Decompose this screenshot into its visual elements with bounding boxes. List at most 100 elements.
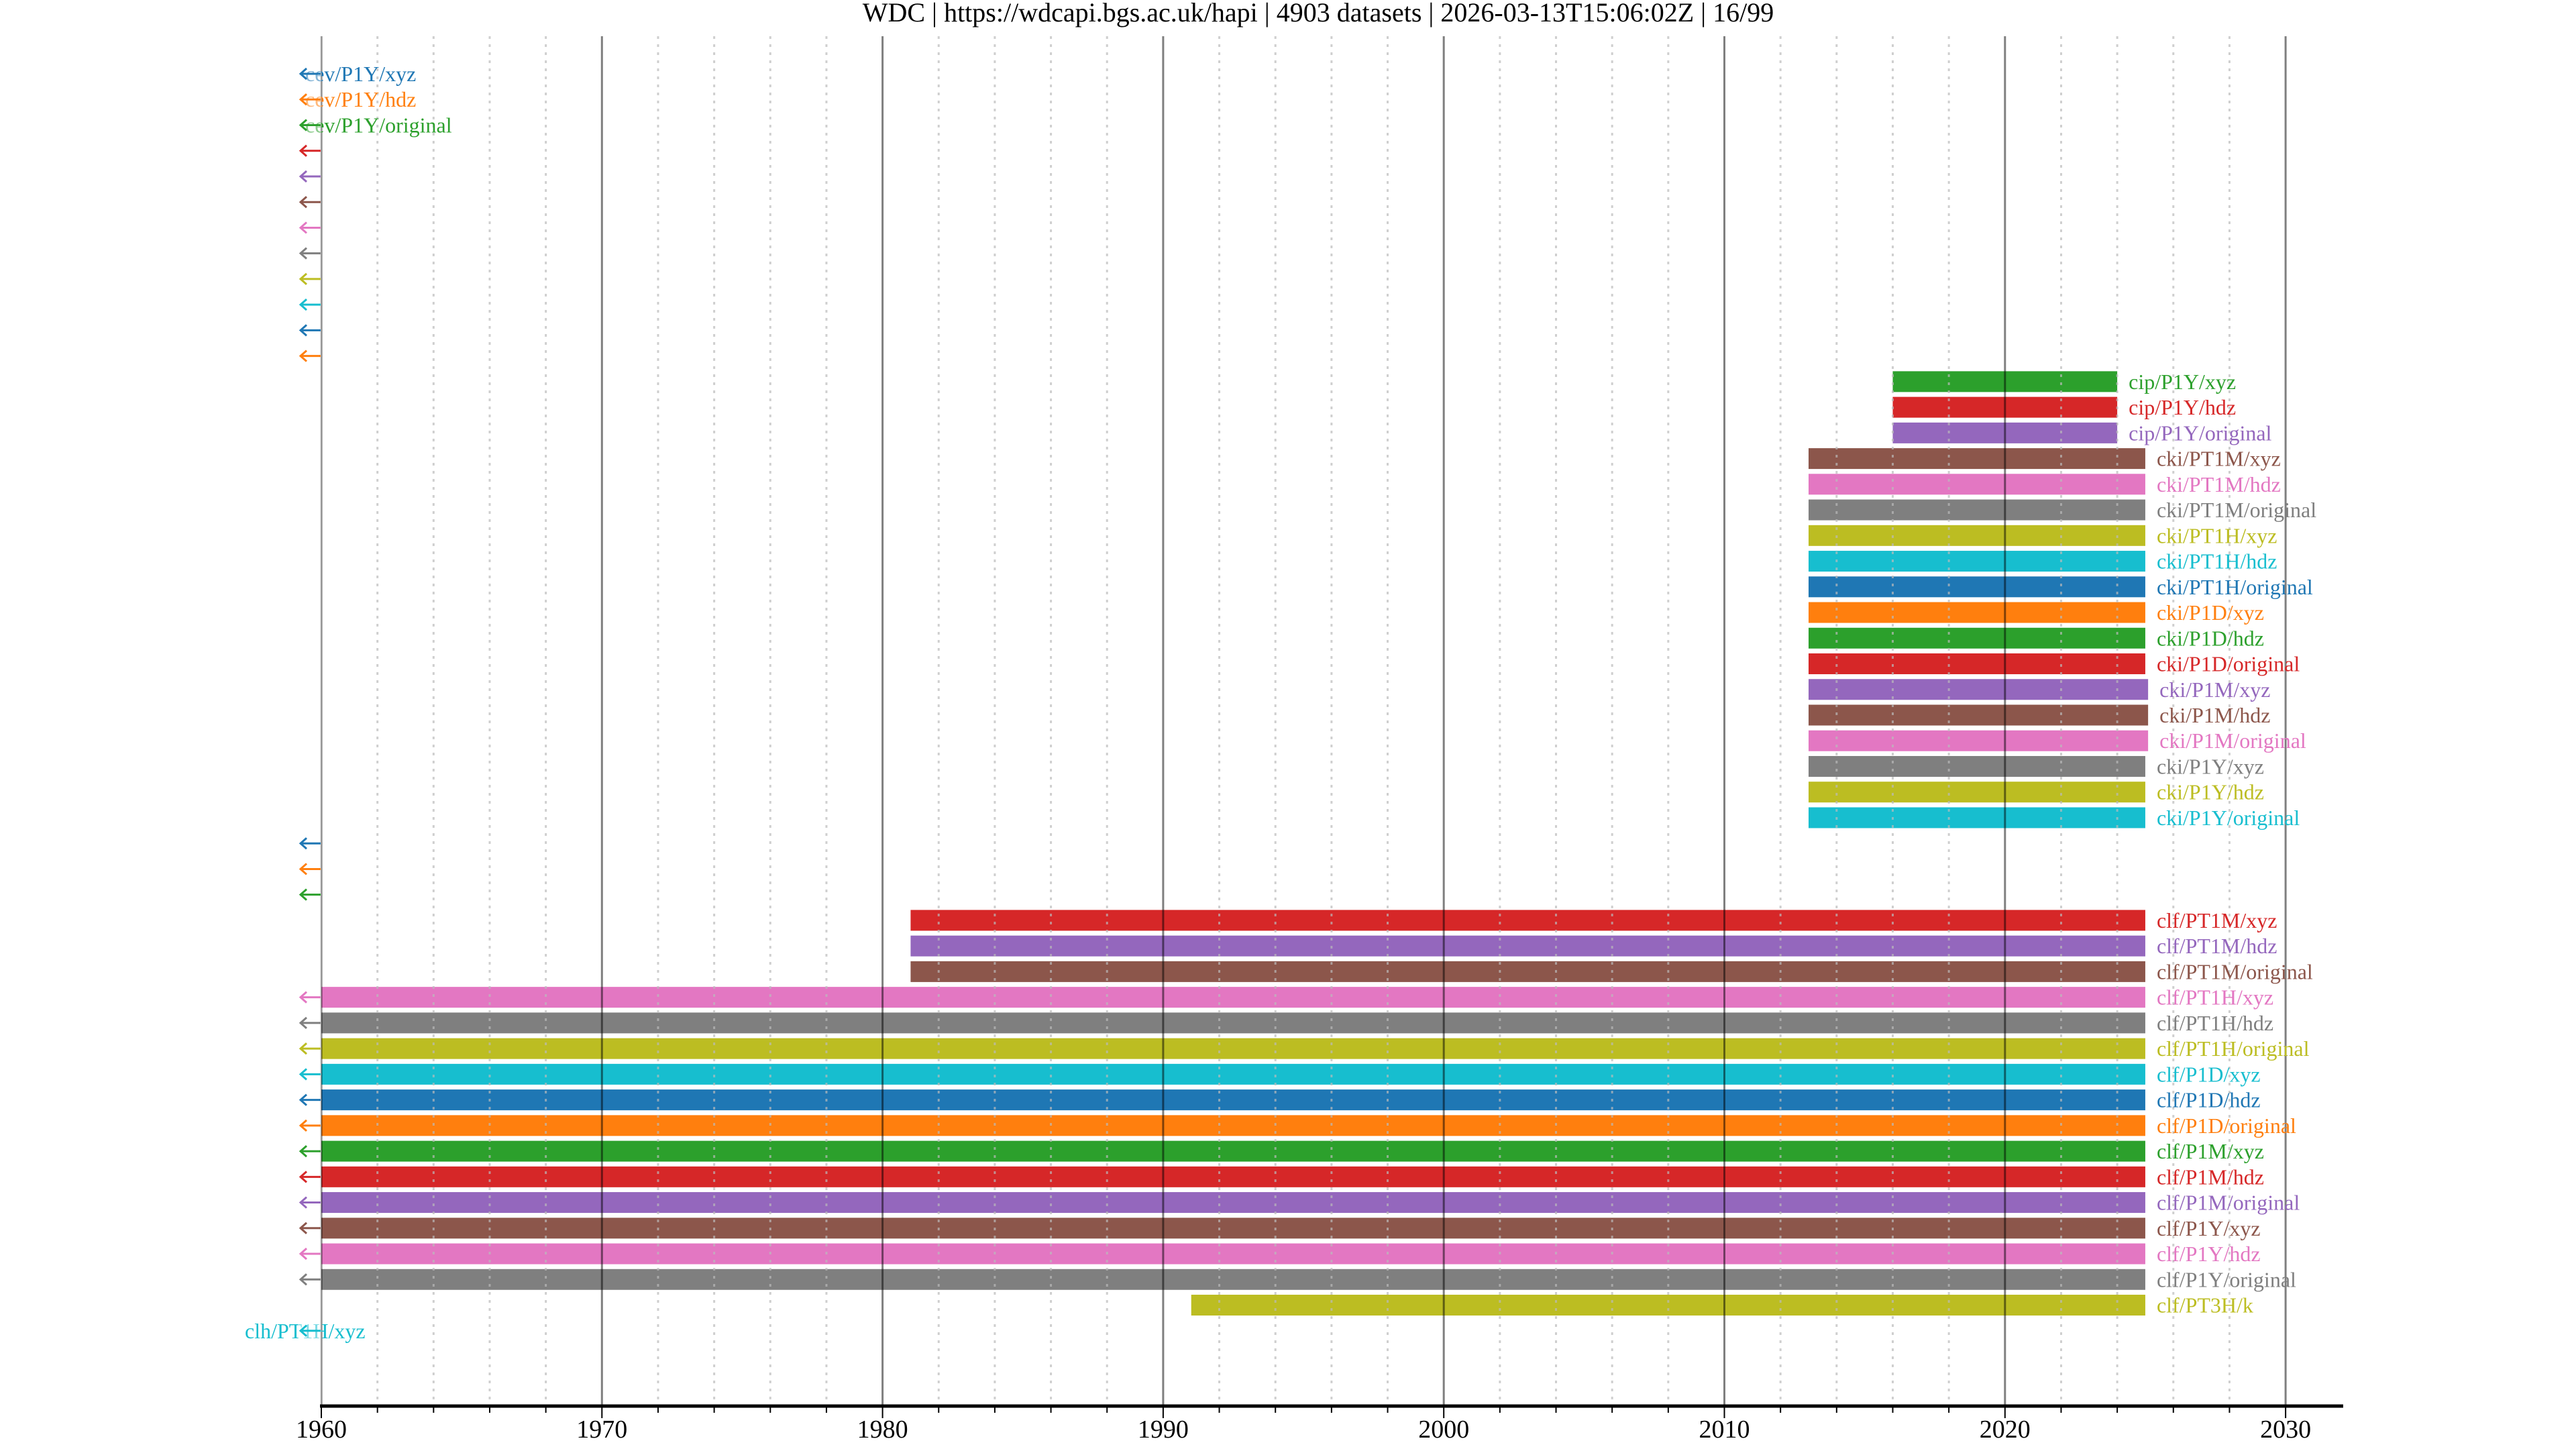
timeline-bar: [321, 1192, 2145, 1214]
gridlines-layer: [320, 36, 2287, 1406]
timeline-bar: [321, 1063, 2145, 1085]
dataset-label: clf/P1Y/hdz: [2157, 1242, 2261, 1266]
left-arrow-icon: [299, 324, 321, 337]
dataset-label: cki/PT1M/hdz: [2157, 472, 2281, 496]
x-tick-label: 1970: [576, 1415, 627, 1444]
chart-title: WDC | https://wdcapi.bgs.ac.uk/hapi | 49…: [863, 0, 1774, 28]
dataset-label: clf/P1M/hdz: [2157, 1165, 2264, 1189]
timeline-bar: [910, 935, 2145, 957]
timeline-bar: [1808, 704, 2149, 726]
left-arrow-icon: [299, 1324, 321, 1337]
timeline-bar: [321, 987, 2145, 1008]
dataset-label: clf/PT1M/hdz: [2157, 934, 2277, 958]
timeline-bar: [321, 1115, 2145, 1136]
left-arrow-icon: [299, 1068, 321, 1081]
dataset-label: cki/P1Y/hdz: [2157, 780, 2264, 804]
timeline-bar: [1808, 807, 2145, 828]
timeline-bar: [321, 1218, 2145, 1239]
timeline-bar: [1808, 755, 2145, 777]
dataset-label: clf/P1D/xyz: [2157, 1062, 2261, 1086]
x-tick-label: 1980: [857, 1415, 908, 1444]
x-tick-label: 1960: [296, 1415, 347, 1444]
left-arrow-icon: [299, 299, 321, 311]
dataset-label: cki/PT1H/original: [2157, 575, 2313, 599]
x-tick-label: 1990: [1138, 1415, 1189, 1444]
timeline-bar: [321, 1089, 2145, 1111]
left-arrow-icon: [299, 1222, 321, 1234]
timeline-bar: [321, 1140, 2145, 1162]
left-arrow-icon: [299, 1093, 321, 1106]
timeline-bar: [1808, 602, 2145, 623]
left-arrow-icon: [299, 1247, 321, 1260]
dataset-label: cip/P1Y/original: [2129, 421, 2271, 445]
x-tick-label: 2000: [1418, 1415, 1469, 1444]
timeline-bar: [1808, 576, 2145, 598]
left-arrow-icon: [299, 863, 321, 875]
timeline-bar: [1191, 1295, 2145, 1316]
dataset-label: clf/P1D/hdz: [2157, 1088, 2261, 1112]
left-arrow-icon: [299, 1171, 321, 1183]
left-arrow-icon: [299, 93, 321, 106]
dataset-label: clf/PT1H/hdz: [2157, 1011, 2273, 1035]
timeline-bar: [321, 1038, 2145, 1059]
left-arrow-icon: [299, 1042, 321, 1055]
dataset-label: cki/P1D/xyz: [2157, 600, 2264, 625]
x-axis: 1960 1970 1980 1990 2000 2010 2020 2030: [296, 1404, 2343, 1444]
arrows-layer: [299, 67, 321, 1337]
dataset-label: cev/P1Y/hdz: [305, 87, 416, 111]
left-arrow-icon: [299, 1016, 321, 1030]
dataset-label: cip/P1Y/hdz: [2129, 395, 2236, 419]
timeline-bar: [1808, 499, 2145, 521]
dataset-label: clf/P1Y/original: [2157, 1267, 2296, 1291]
left-arrow-icon: [299, 1273, 321, 1286]
left-arrow-icon: [299, 196, 321, 209]
dataset-label: clf/PT1M/original: [2157, 959, 2313, 983]
dataset-label: clf/PT1H/original: [2157, 1036, 2310, 1061]
timeline-bar: [321, 1269, 2145, 1290]
left-arrow-icon: [299, 1196, 321, 1209]
left-arrow-icon: [299, 67, 321, 80]
timeline-bar: [910, 910, 2145, 931]
dataset-label: cki/P1M/hdz: [2159, 703, 2270, 727]
timeline-bar: [321, 1243, 2145, 1265]
timeline-bar: [1808, 551, 2145, 572]
timeline-bar: [1808, 730, 2149, 751]
x-tick-label: 2020: [1980, 1415, 2031, 1444]
dataset-label: cki/P1M/original: [2159, 729, 2306, 753]
dataset-label: cki/PT1M/original: [2157, 498, 2316, 522]
dataset-label: cki/P1D/original: [2157, 652, 2300, 676]
left-arrow-icon: [299, 350, 321, 362]
left-arrow-icon: [299, 272, 321, 286]
dataset-label: cev/P1Y/original: [305, 113, 452, 137]
x-tick-label: 2010: [1699, 1415, 1750, 1444]
dataset-label: cki/PT1M/xyz: [2157, 447, 2281, 471]
left-arrow-icon: [299, 991, 321, 1004]
dataset-label: cip/P1Y/xyz: [2129, 370, 2236, 394]
dataset-label: clf/P1Y/xyz: [2157, 1216, 2261, 1240]
left-arrow-icon: [299, 1119, 321, 1132]
dataset-label: clf/PT3H/k: [2157, 1293, 2253, 1318]
left-arrow-icon: [299, 144, 321, 157]
timeline-bar: [910, 961, 2145, 982]
dataset-label: cki/P1M/xyz: [2159, 678, 2270, 702]
left-arrow-icon: [299, 247, 321, 260]
left-arrow-icon: [299, 837, 321, 850]
x-tick-label: 2030: [2260, 1415, 2311, 1444]
left-arrow-icon: [299, 888, 321, 901]
dataset-label: clf/PT1H/xyz: [2157, 985, 2273, 1010]
timeline-bar: [1808, 627, 2145, 649]
dataset-label: cki/PT1H/hdz: [2157, 549, 2277, 574]
timeline-bar: [321, 1166, 2145, 1187]
dataset-label: cki/PT1H/xyz: [2157, 523, 2277, 547]
dataset-label: cki/P1D/hdz: [2157, 626, 2264, 650]
dataset-label: cki/P1Y/original: [2157, 806, 2300, 830]
left-arrow-icon: [299, 221, 321, 234]
dataset-label: clf/P1D/original: [2157, 1114, 2296, 1138]
dataset-label: cev/P1Y/xyz: [305, 62, 416, 86]
timeline-bar: [1808, 653, 2145, 675]
timeline-bar: [1808, 474, 2145, 495]
left-arrow-icon: [299, 170, 321, 183]
dataset-label: clf/P1M/original: [2157, 1191, 2300, 1215]
